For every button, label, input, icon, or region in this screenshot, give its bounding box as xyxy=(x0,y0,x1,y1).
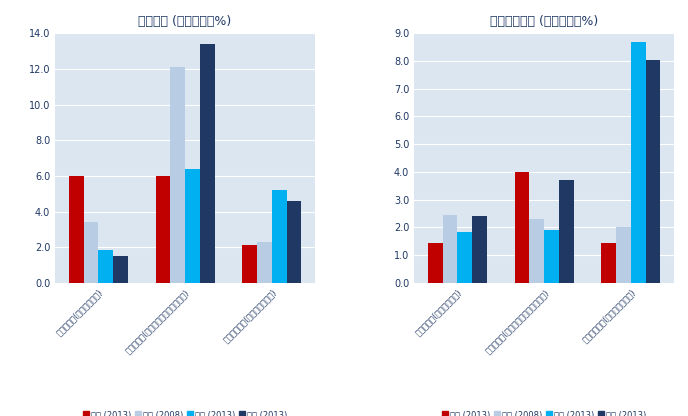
Bar xyxy=(69,176,84,283)
Bar xyxy=(185,169,200,283)
Bar xyxy=(428,243,442,283)
Bar xyxy=(601,243,616,283)
Bar xyxy=(645,59,660,283)
Bar xyxy=(472,216,487,283)
Bar xyxy=(200,44,215,283)
Legend: 中国 (2013), 日本 (2008), 英国 (2013), 米国 (2013): 中国 (2013), 日本 (2008), 英国 (2013), 米国 (201… xyxy=(439,407,649,416)
Bar xyxy=(171,67,185,283)
Bar xyxy=(84,222,98,283)
Legend: 中国 (2013), 日本 (2008), 英国 (2013), 米国 (2013): 中国 (2013), 日本 (2008), 英国 (2013), 米国 (201… xyxy=(80,407,290,416)
Bar xyxy=(98,250,113,283)
Bar xyxy=(155,176,171,283)
Bar xyxy=(544,230,559,283)
Bar xyxy=(442,215,458,283)
Bar xyxy=(631,42,645,283)
Bar xyxy=(287,201,301,283)
Bar xyxy=(113,256,128,283)
Bar xyxy=(242,245,257,283)
Bar xyxy=(529,219,544,283)
Title: サービス部門 (付加価値の%): サービス部門 (付加価値の%) xyxy=(490,15,599,28)
Title: 工業部門 (付加価値の%): 工業部門 (付加価値の%) xyxy=(138,15,232,28)
Bar xyxy=(515,172,529,283)
Bar xyxy=(257,242,272,283)
Bar xyxy=(458,232,472,283)
Bar xyxy=(272,190,287,283)
Bar xyxy=(559,180,574,283)
Bar xyxy=(616,228,631,283)
